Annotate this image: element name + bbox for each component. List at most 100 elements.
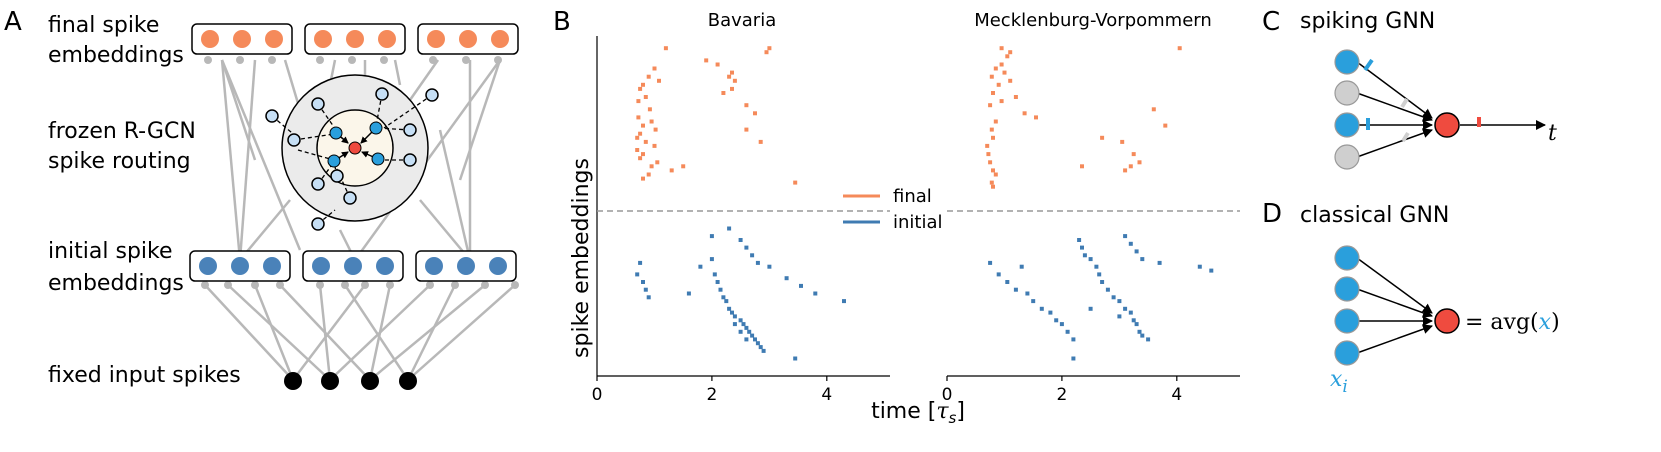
spike-point-final [715,62,720,67]
spike-point-final [638,156,643,161]
spike-point-initial [1019,264,1024,269]
spike-point-initial [727,226,732,231]
spike-point-final [1131,152,1136,157]
routing-label-line1: frozen R-GCN [48,119,196,144]
spike-point-final [991,184,995,189]
spike-point-final [657,78,661,83]
spiking-gnn-diagram: t [1334,49,1557,170]
spike-point-initial [793,356,798,361]
spike-point-final [641,82,645,87]
panel-a-connection-dots [201,56,519,289]
spike-point-final [1008,78,1013,83]
spike-point-initial [643,287,648,292]
spike-point-final [652,143,657,148]
spike-point-initial [1105,287,1110,292]
spike-point-initial [715,280,720,284]
avg-equation: = avg(x) [1465,310,1560,335]
spike-point-initial [635,272,640,277]
spike-point-final [767,46,772,51]
spike-point-initial [1123,234,1128,239]
legend-final-label: final [893,186,932,207]
spike-point-final [727,74,732,79]
spike-point-final [641,123,645,128]
spike-point-initial [750,253,755,258]
spike-point-initial [1128,310,1133,315]
spike-point-initial [753,337,757,342]
spike-point-final [641,176,645,181]
panel-label-d: D [1262,199,1282,229]
spike-point-initial [1082,253,1087,258]
routing-graph [265,74,439,231]
spike-point-final [1034,115,1038,120]
x-tick-label: 0 [592,385,603,405]
spike-point-initial [1157,260,1162,265]
xi-label: xi [1330,367,1348,397]
spike-point-final [999,46,1004,51]
spike-point-initial [758,345,763,350]
spike-point-initial [738,329,743,334]
spike-point-final [744,103,749,108]
spike-point-initial [1131,318,1136,323]
spike-point-final [636,99,641,104]
spike-point-initial [721,295,726,300]
panel-a-labels: final spike embeddings frozen R-GCN spik… [48,13,241,388]
spike-point-final [681,164,686,169]
spike-point-final [988,103,993,108]
initial-embeddings-label-line1: initial spike [48,239,173,264]
spike-point-final [1163,123,1168,128]
spike-point-initial [1097,272,1102,277]
spike-point-final [999,62,1004,67]
final-embeddings-label-line1: final spike [48,13,159,38]
spike-point-final [646,74,651,79]
spike-point-initial [747,329,752,334]
plot-title-mv: Mecklenburg-Vorpommern [974,10,1212,31]
spike-point-final [655,160,660,165]
spike-point-initial [1048,310,1053,315]
spike-point-initial [755,260,760,265]
spike-point-final [652,66,657,71]
spike-point-initial [709,234,714,239]
x-tick-label: 0 [942,385,953,405]
spike-point-initial [1025,291,1030,296]
spike-point-final [996,82,1001,87]
spike-point-initial [1080,245,1084,250]
x-tick-label: 2 [1056,385,1067,405]
spike-point-final [730,86,734,91]
spike-point-initial [744,325,749,330]
panel-label-b: B [553,7,571,37]
spike-point-initial [724,299,729,304]
spike-point-initial [741,322,746,327]
points-bavaria [635,46,846,361]
spike-point-final [991,168,995,173]
spike-point-initial [799,283,803,288]
raster-plot-bavaria: Bavaria 0 2 4 [592,10,890,405]
spike-point-final [669,168,674,173]
spike-point-final [986,152,991,157]
spike-point-final [753,111,757,116]
spike-point-initial [686,291,691,296]
spike-point-final [1008,50,1013,55]
spike-point-initial [1031,299,1036,304]
spike-point-final [991,91,995,95]
spike-point-initial [727,306,732,311]
spike-point-initial [1059,322,1064,327]
spike-point-initial [744,337,749,342]
spike-point-initial [1137,329,1142,334]
spike-point-final [764,50,769,55]
spike-point-initial [1088,306,1093,311]
spike-point-initial [813,291,818,296]
spike-point-final [758,139,763,144]
spike-point-final [993,66,998,71]
spike-point-final [1005,54,1010,59]
spike-point-initial [1209,268,1214,273]
spike-point-initial [842,299,846,304]
spike-point-initial [1054,318,1059,323]
spike-point-initial [1197,264,1202,269]
spike-point-final [1013,95,1018,99]
spike-point-final [1002,70,1007,75]
spike-point-initial [744,245,749,250]
spike-point-final [989,127,994,132]
spike-point-final [638,131,643,136]
spike-point-initial [1005,280,1010,284]
